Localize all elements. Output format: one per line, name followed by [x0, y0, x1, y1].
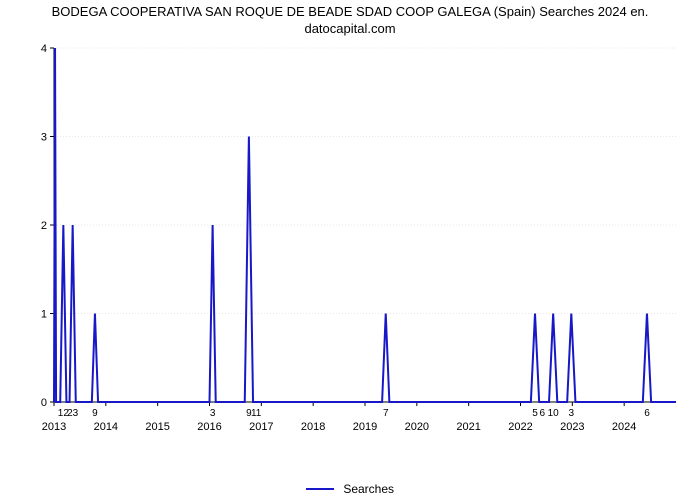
chart-plot: 01234 2013201420152016201720182019202020…	[30, 42, 680, 437]
svg-text:3: 3	[41, 132, 47, 144]
chart-container: { "chart": { "type": "line", "title": "B…	[0, 0, 700, 500]
svg-text:9: 9	[92, 408, 98, 419]
svg-text:6: 6	[539, 408, 545, 419]
svg-text:0: 0	[41, 397, 47, 409]
svg-text:11: 11	[251, 408, 262, 419]
y-grid	[54, 48, 676, 402]
svg-text:2024: 2024	[612, 421, 636, 433]
legend-label: Searches	[343, 482, 394, 496]
svg-text:2023: 2023	[560, 421, 584, 433]
svg-text:2021: 2021	[456, 421, 480, 433]
svg-text:2022: 2022	[508, 421, 532, 433]
svg-text:2019: 2019	[353, 421, 377, 433]
svg-text:5: 5	[532, 408, 538, 419]
svg-text:2016: 2016	[197, 421, 221, 433]
point-labels: 1223939117561036	[58, 408, 650, 419]
svg-text:2018: 2018	[301, 421, 325, 433]
svg-text:3: 3	[210, 408, 216, 419]
svg-text:2017: 2017	[249, 421, 273, 433]
svg-text:2020: 2020	[405, 421, 429, 433]
y-axis: 0 1 2 3 4	[41, 43, 54, 409]
svg-text:6: 6	[644, 408, 650, 419]
svg-text:2013: 2013	[42, 421, 66, 433]
svg-text:4: 4	[41, 43, 47, 55]
svg-text:2015: 2015	[145, 421, 169, 433]
legend-swatch	[306, 484, 334, 494]
legend: Searches	[0, 481, 700, 496]
chart-title: BODEGA COOPERATIVA SAN ROQUE DE BEADE SD…	[0, 4, 700, 38]
svg-text:3: 3	[569, 408, 575, 419]
svg-text:2: 2	[41, 220, 47, 232]
svg-text:1: 1	[41, 309, 47, 321]
svg-text:7: 7	[383, 408, 389, 419]
svg-text:10: 10	[548, 408, 560, 419]
svg-text:23: 23	[67, 408, 79, 419]
x-axis: 2013 2014 2015 2016 2017 2018 2019 2020 2021 2022…	[42, 402, 676, 433]
svg-text:2014: 2014	[94, 421, 118, 433]
